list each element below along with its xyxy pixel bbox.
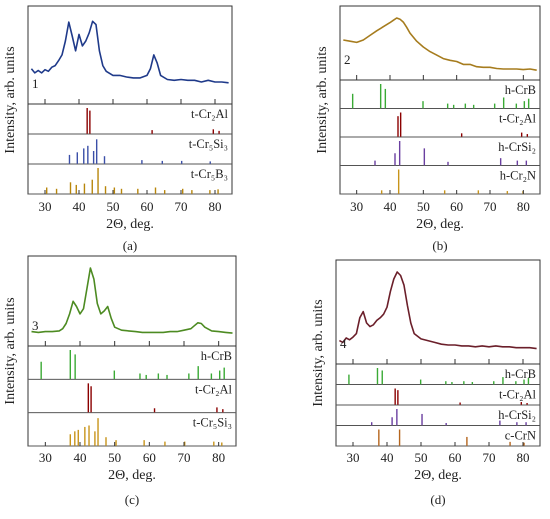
y-axis-title: Intensity, arb. units: [3, 297, 18, 404]
curve-id-label: 1: [32, 76, 39, 91]
x-tick-label: 70: [483, 450, 496, 465]
x-tick-label: 80: [212, 450, 225, 465]
phase-strip: t-Cr₅Si₃: [28, 137, 232, 165]
x-tick-label: 30: [350, 199, 363, 214]
x-tick-label: 50: [415, 450, 428, 465]
phase-strip: t-Cr₂Al: [28, 382, 236, 413]
plot-frame: [27, 5, 233, 195]
phase-name-label: h-CrSi₂: [498, 408, 536, 422]
phase-name-label: c-CrN: [505, 429, 536, 443]
panel-letter: (c): [125, 492, 139, 507]
panel-d: 4 h-CrB t-Cr₂Al h-CrSi₂ c-CrN 30 40 50 60 70 80 2Θ,…: [311, 259, 541, 507]
phase-name-label: h-CrSi₂: [498, 140, 536, 154]
phase-name-label: t-Cr₅B₃: [191, 167, 228, 181]
phase-name-label: h-CrB: [505, 367, 536, 381]
x-tick-label: 80: [517, 450, 530, 465]
xrd-pattern-line: [339, 271, 537, 350]
y-axis-title: Intensity, arb. units: [3, 46, 18, 153]
phase-name-label: t-Cr₂Al: [195, 382, 233, 396]
x-tick-label: 80: [517, 199, 530, 214]
x-axis-title: 2Θ, deg.: [106, 217, 154, 232]
curve-id-label: 2: [344, 52, 351, 67]
xrd-pattern-line: [31, 267, 233, 334]
curve-id-label: 3: [32, 318, 39, 333]
phase-strip: t-Cr₂Al: [340, 112, 540, 138]
x-tick-label: 30: [347, 450, 360, 465]
panel-b: 2 h-CrB t-Cr₂Al h-CrSi₂ h-Cr₂N 30 40 50 60 70 80 2Θ…: [315, 5, 541, 253]
phase-strip: h-CrSi₂: [336, 408, 540, 426]
x-tick-label: 30: [39, 199, 52, 214]
phase-strip: h-CrB: [28, 349, 236, 380]
x-tick-label: 60: [449, 450, 462, 465]
x-tick-label: 70: [178, 450, 191, 465]
x-axis-title: 2Θ, deg.: [416, 217, 464, 232]
x-tick-label: 30: [39, 450, 52, 465]
phase-name-label: t-Cr₂Al: [499, 112, 537, 126]
panel-letter: (d): [430, 492, 445, 507]
phase-strip: c-CrN: [336, 429, 540, 447]
x-tick-label: 70: [484, 199, 497, 214]
phase-name-label: h-Cr₂N: [500, 169, 536, 183]
phase-name-label: h-CrB: [505, 83, 536, 97]
phase-name-label: h-CrB: [201, 349, 232, 363]
phase-name-label: t-Cr₅Si₃: [193, 416, 232, 430]
y-axis-title: Intensity, arb. units: [311, 299, 326, 406]
phase-strip: h-Cr₂N: [340, 169, 540, 195]
panel-letter: (a): [123, 238, 137, 253]
x-tick-label: 40: [73, 199, 86, 214]
xrd-pattern-line: [343, 17, 537, 71]
panel-a: 1 t-Cr₂Al t-Cr₅Si₃ t-Cr₅B₃ 30 40 50 60 70 80 2Θ, d…: [3, 5, 233, 253]
curve-id-label: 4: [340, 336, 347, 351]
x-tick-label: 40: [381, 450, 394, 465]
x-tick-label: 40: [74, 450, 87, 465]
phase-name-label: t-Cr₂Al: [191, 107, 229, 121]
x-axis-title: 2Θ, deg.: [108, 468, 156, 483]
phase-strip: t-Cr₂Al: [28, 107, 232, 135]
panel-letter: (b): [432, 238, 447, 253]
phase-strip: t-Cr₅B₃: [28, 167, 232, 195]
phase-name-label: t-Cr₂Al: [499, 388, 537, 402]
phase-strip: h-CrSi₂: [340, 140, 540, 166]
x-tick-label: 60: [143, 450, 156, 465]
phase-name-label: t-Cr₅Si₃: [189, 137, 228, 151]
x-tick-label: 70: [175, 199, 188, 214]
x-tick-label: 60: [450, 199, 463, 214]
panel-c: 3 h-CrB t-Cr₂Al t-Cr₅Si₃ 30 40 50 60 70 80 2Θ, deg…: [3, 255, 237, 507]
x-axis-title: 2Θ, deg.: [414, 468, 462, 483]
x-tick-label: 50: [107, 199, 120, 214]
x-tick-label: 50: [108, 450, 121, 465]
phase-strip: t-Cr₅Si₃: [28, 416, 236, 447]
x-tick-label: 50: [417, 199, 430, 214]
x-tick-label: 80: [209, 199, 222, 214]
phase-strip: t-Cr₂Al: [336, 388, 540, 406]
y-axis-title: Intensity, arb. units: [315, 46, 330, 153]
x-tick-label: 40: [384, 199, 397, 214]
x-tick-label: 60: [141, 199, 154, 214]
xrd-pattern-line: [30, 20, 229, 84]
phase-strip: h-CrB: [336, 367, 540, 385]
phase-strip: h-CrB: [340, 83, 540, 109]
